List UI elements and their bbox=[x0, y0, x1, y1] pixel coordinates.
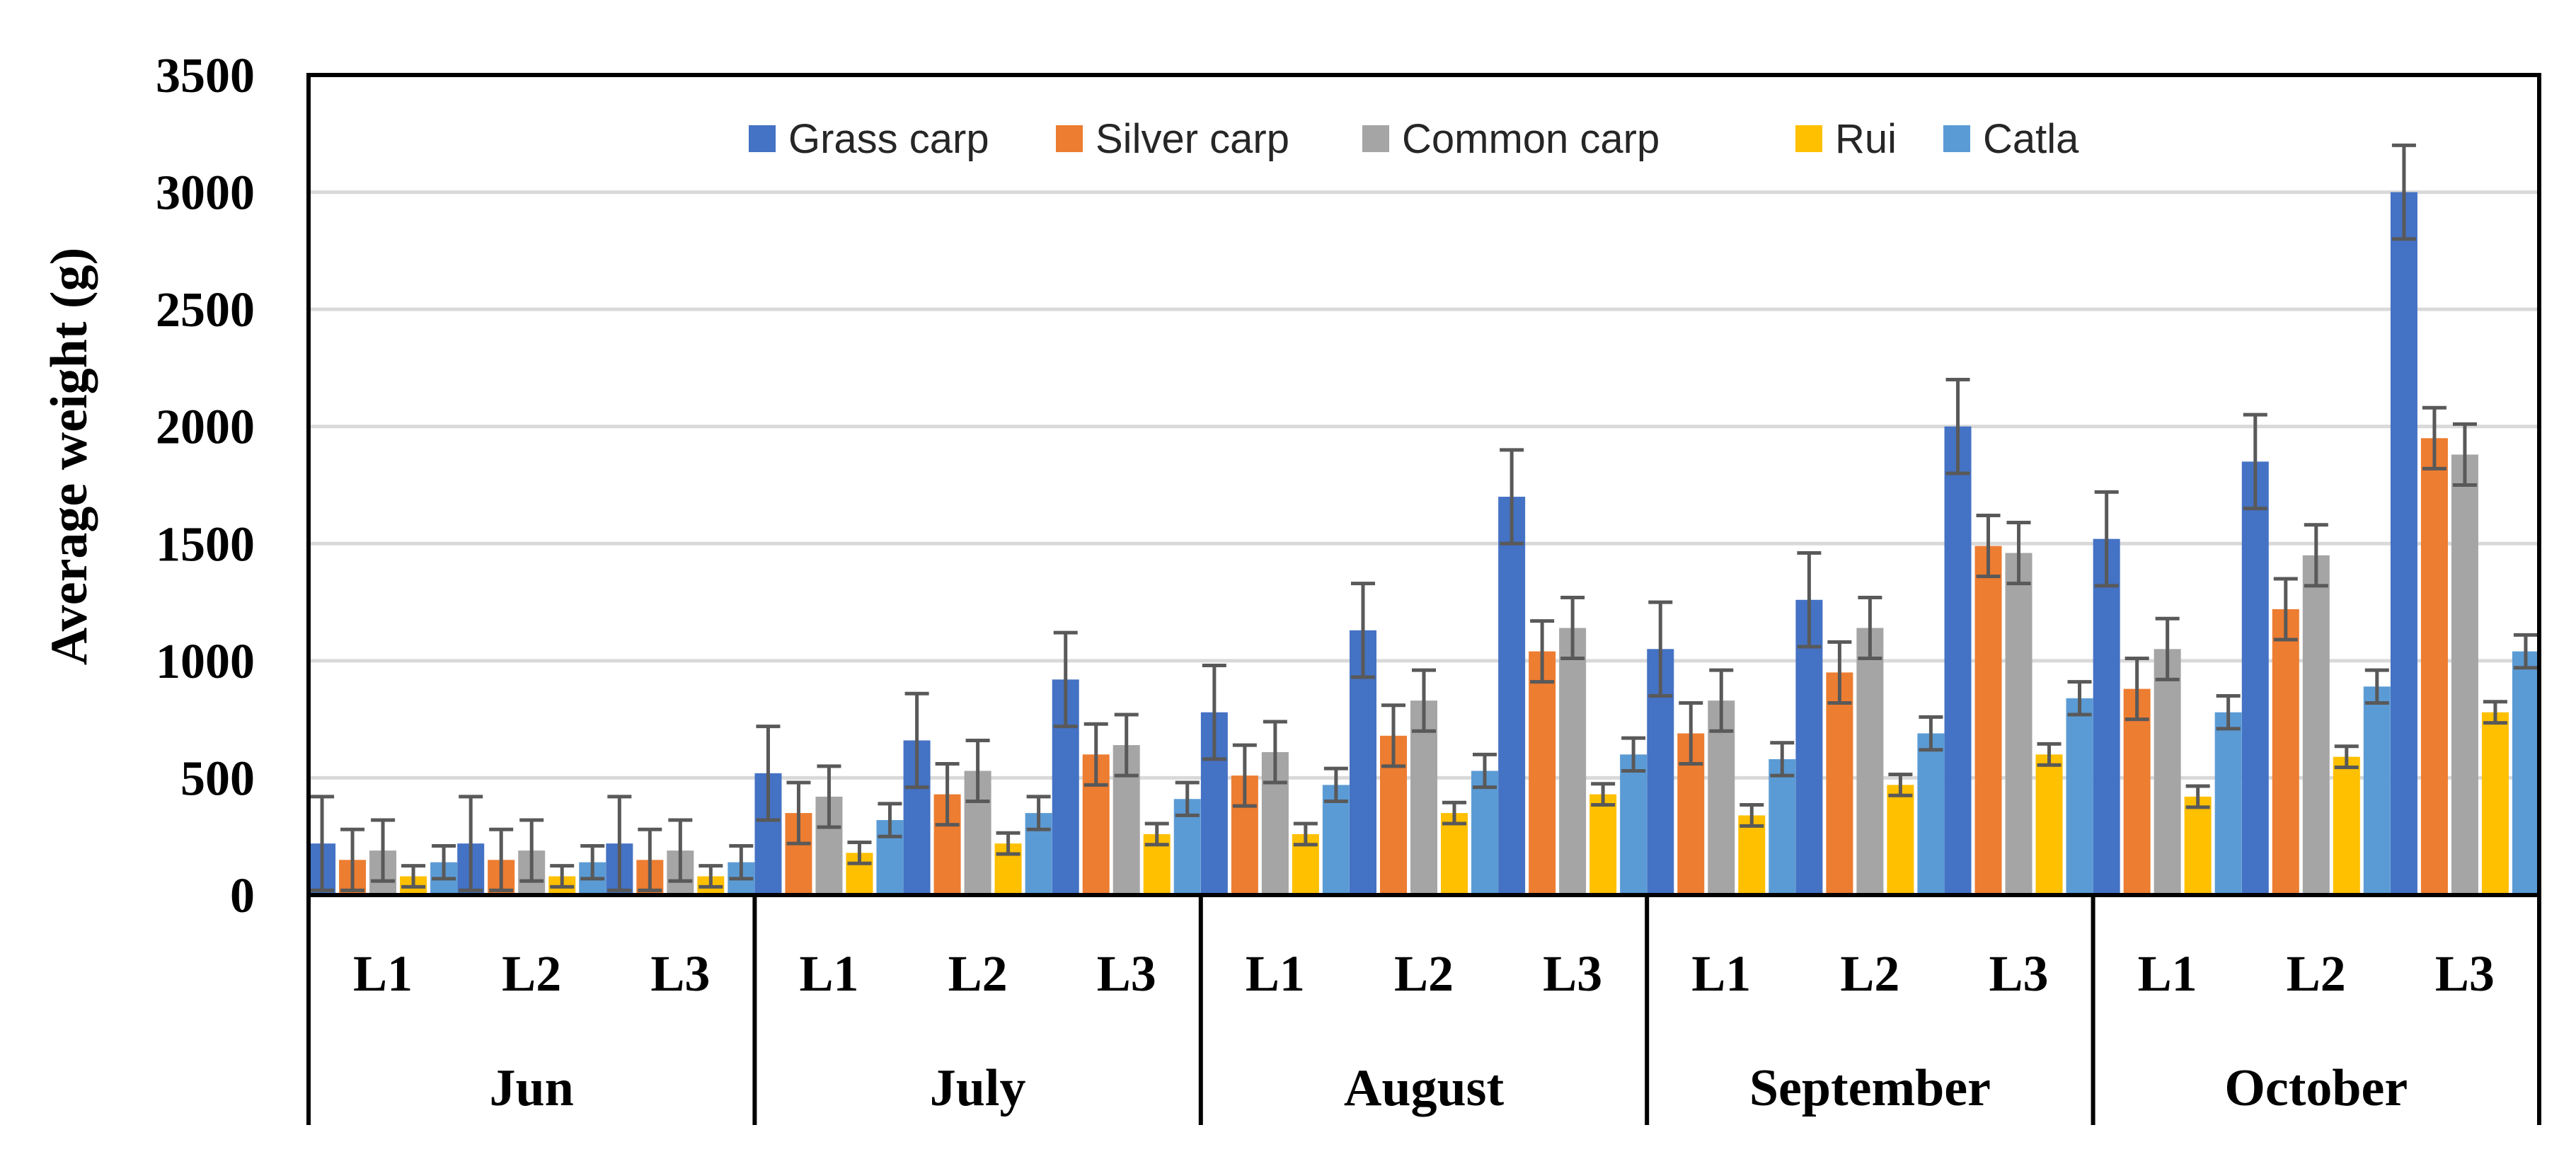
legend: Grass carp Silver carp Common carp Rui Catla bbox=[749, 116, 2079, 162]
x-level-label: L1 bbox=[799, 945, 858, 1002]
bar bbox=[1322, 785, 1350, 895]
bar bbox=[1856, 628, 1884, 895]
bar bbox=[2214, 712, 2242, 895]
bar bbox=[1471, 771, 1498, 895]
y-tick-labels: 0 500 1000 1500 2000 2500 3000 3500 bbox=[156, 49, 255, 923]
bar bbox=[2512, 651, 2539, 895]
x-group-label: October bbox=[2224, 1059, 2408, 1117]
bar bbox=[1944, 426, 1972, 895]
y-tick-label: 2000 bbox=[156, 400, 255, 455]
axes bbox=[306, 73, 2541, 1125]
x-group-label: Jun bbox=[490, 1059, 574, 1117]
x-group-label: September bbox=[1749, 1059, 1991, 1117]
x-level-label: L1 bbox=[353, 945, 413, 1002]
bar bbox=[1529, 651, 1556, 895]
x-level-label: L3 bbox=[650, 945, 710, 1002]
legend-label: Common carp bbox=[1402, 116, 1660, 162]
bar bbox=[2035, 754, 2063, 895]
bar bbox=[2481, 712, 2509, 895]
bar bbox=[1974, 546, 2002, 895]
bar bbox=[2363, 686, 2391, 895]
bar bbox=[2093, 538, 2120, 895]
bar bbox=[1795, 599, 1823, 895]
bar bbox=[2333, 756, 2360, 895]
bar bbox=[2272, 609, 2299, 895]
bar bbox=[2123, 688, 2151, 895]
x-level-label: L2 bbox=[948, 945, 1008, 1002]
bar bbox=[2302, 555, 2330, 895]
bar bbox=[2184, 796, 2212, 895]
x-level-label: L2 bbox=[2287, 945, 2346, 1002]
bar bbox=[2390, 192, 2417, 896]
bar bbox=[1887, 785, 1914, 895]
legend-swatch bbox=[1362, 125, 1389, 152]
x-category-labels: L1 L2 L3 L1 L2 L3 L1 L2 L3 L1 L2 L3 L1 L2 L3 Jun July Aug… bbox=[353, 945, 2495, 1117]
x-level-label: L3 bbox=[1543, 945, 1602, 1002]
y-tick-label: 1500 bbox=[156, 517, 255, 572]
y-tick-label: 3500 bbox=[156, 49, 255, 103]
bar bbox=[2154, 649, 2181, 895]
legend-swatch bbox=[1795, 125, 1822, 152]
legend-label: Catla bbox=[1983, 116, 2079, 162]
x-group-label: August bbox=[1344, 1059, 1505, 1117]
bar bbox=[1738, 815, 1766, 895]
bar bbox=[2451, 454, 2478, 895]
y-tick-label: 1000 bbox=[156, 635, 255, 689]
bar bbox=[1708, 700, 1735, 895]
bar bbox=[2420, 438, 2448, 895]
legend-swatch bbox=[749, 125, 776, 152]
x-level-label: L2 bbox=[502, 945, 561, 1002]
bar bbox=[1589, 794, 1617, 895]
legend-label: Rui bbox=[1835, 116, 1897, 162]
x-level-label: L3 bbox=[1989, 945, 2049, 1002]
x-level-label: L3 bbox=[2435, 945, 2495, 1002]
bar bbox=[2241, 461, 2269, 895]
y-tick-label: 2500 bbox=[156, 283, 255, 338]
x-level-label: L2 bbox=[1394, 945, 1454, 1002]
y-tick-label: 500 bbox=[180, 751, 255, 806]
x-level-label: L3 bbox=[1097, 945, 1156, 1002]
bar bbox=[2066, 698, 2093, 895]
x-group-label: July bbox=[930, 1059, 1026, 1117]
bar bbox=[1410, 700, 1437, 895]
x-level-label: L1 bbox=[2138, 945, 2197, 1002]
bars bbox=[309, 192, 2539, 896]
y-tick-label: 3000 bbox=[156, 166, 255, 221]
y-axis-title: Average weight (g) bbox=[40, 248, 98, 665]
x-level-label: L2 bbox=[1840, 945, 1899, 1002]
error-bars bbox=[310, 143, 2538, 892]
bar bbox=[1769, 758, 1796, 895]
bar bbox=[1498, 497, 1526, 895]
y-tick-label: 0 bbox=[230, 869, 255, 923]
bar bbox=[1559, 628, 1587, 895]
plot-frame bbox=[306, 73, 2541, 897]
bar bbox=[1917, 733, 1945, 895]
legend-label: Grass carp bbox=[788, 116, 989, 162]
x-level-label: L1 bbox=[1246, 945, 1305, 1002]
bar bbox=[1826, 672, 1853, 895]
x-level-label: L1 bbox=[1691, 945, 1751, 1002]
bar bbox=[1620, 754, 1648, 895]
bar bbox=[2005, 553, 2032, 895]
legend-swatch bbox=[1056, 125, 1083, 152]
legend-label: Silver carp bbox=[1096, 116, 1289, 162]
legend-swatch bbox=[1943, 125, 1970, 152]
bar bbox=[1441, 813, 1468, 895]
